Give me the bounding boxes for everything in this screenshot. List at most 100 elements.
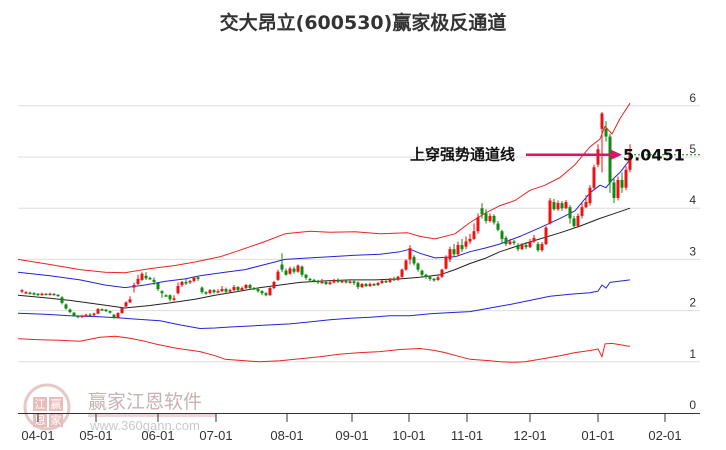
candle-body	[384, 280, 388, 283]
candle-body	[424, 274, 428, 277]
annotation-label: 上穿强势通道线	[410, 146, 515, 164]
candle-body	[96, 309, 100, 314]
candle-body	[56, 294, 60, 297]
candle-body	[488, 215, 492, 221]
candle-body	[620, 180, 624, 188]
candle-body	[52, 293, 56, 296]
candle-body	[388, 278, 392, 282]
candle-body	[536, 244, 540, 251]
candle-body	[220, 289, 224, 292]
candle-body	[508, 241, 512, 245]
candle-body	[452, 249, 456, 255]
candle-body	[80, 315, 84, 318]
candle-body	[352, 281, 356, 283]
candle-body	[44, 293, 48, 296]
candle-body	[360, 283, 364, 288]
candle-body	[40, 293, 44, 296]
candle-body	[464, 241, 468, 247]
candle-body	[500, 231, 504, 239]
candle-body	[188, 280, 192, 283]
candle-body	[444, 256, 448, 269]
candle-body	[612, 182, 616, 198]
candle-body	[284, 270, 288, 275]
candle-body	[268, 288, 272, 296]
candle-body	[552, 202, 556, 210]
candle-body	[592, 167, 596, 188]
candle-body	[484, 213, 488, 221]
candle-body	[208, 290, 212, 294]
candle-body	[88, 314, 92, 317]
watermark: 江赢恩 家 赢家江恩软件 www.360gann.com	[23, 383, 216, 433]
candle-body	[116, 313, 120, 318]
x-tick-label: 04-01	[21, 428, 54, 443]
candle-body	[504, 237, 508, 245]
candle-body	[532, 237, 536, 242]
x-tick-label: 10-01	[392, 428, 425, 443]
candle-body	[344, 280, 348, 283]
candle-body	[456, 245, 460, 255]
candle-body	[72, 312, 76, 316]
grid-lines	[18, 105, 700, 363]
candle-body	[376, 282, 380, 285]
candle-body	[48, 293, 52, 296]
candle-body	[20, 290, 24, 292]
candle-body	[336, 279, 340, 282]
candle-body	[128, 299, 132, 303]
y-tick-label: 4	[689, 193, 696, 207]
candle-body	[544, 227, 548, 245]
candle-body	[400, 269, 404, 277]
x-tick-label: 07-01	[199, 428, 232, 443]
candle-body	[168, 295, 172, 300]
candle-body	[224, 289, 228, 292]
candle-body	[568, 207, 572, 219]
candle-body	[608, 136, 612, 183]
candle-body	[272, 281, 276, 289]
candle-body	[516, 245, 520, 250]
candle-body	[324, 281, 328, 284]
candle-body	[472, 231, 476, 239]
candle-body	[164, 295, 168, 297]
candle-body	[68, 309, 72, 313]
candle-body	[448, 249, 452, 260]
candle-body	[60, 297, 64, 303]
y-tick-label: 6	[689, 91, 696, 105]
x-tick-label: 08-01	[270, 428, 303, 443]
candle-body	[120, 308, 124, 314]
candle-body	[560, 203, 564, 209]
candle-body	[232, 287, 236, 291]
candle-body	[228, 290, 232, 292]
candle-body	[124, 302, 128, 307]
x-tick-label: 01-01	[581, 428, 614, 443]
watermark-name: 赢家江恩软件	[88, 391, 202, 413]
candle-body	[372, 283, 376, 286]
watermark-logo-cell	[49, 413, 63, 427]
candle-body	[112, 314, 116, 318]
candle-body	[460, 245, 464, 250]
candle-body	[36, 293, 40, 296]
candle-body	[236, 287, 240, 291]
candle-body	[192, 277, 196, 281]
candle-body	[364, 283, 368, 287]
watermark-underline	[88, 414, 216, 417]
watermark-logo-cell	[49, 397, 63, 411]
candle-body	[548, 200, 552, 224]
watermark-logo-cell	[33, 413, 47, 427]
candle-body	[248, 285, 252, 289]
candle-body	[396, 276, 400, 280]
candle-body	[576, 215, 580, 227]
candle-body	[428, 276, 432, 279]
candle-body	[496, 223, 500, 230]
candle-body	[588, 187, 592, 204]
candle-body	[596, 149, 600, 165]
candle-body	[540, 244, 544, 251]
candle-body	[328, 282, 332, 284]
y-tick-label: 0	[689, 398, 696, 412]
candle-body	[84, 314, 88, 317]
watermark-logo-char: 家	[51, 413, 62, 427]
candle-body	[216, 291, 220, 293]
candle-body	[28, 292, 32, 295]
x-tick-label: 02-01	[648, 428, 681, 443]
candle-body	[616, 180, 620, 198]
candle-body	[628, 154, 632, 170]
